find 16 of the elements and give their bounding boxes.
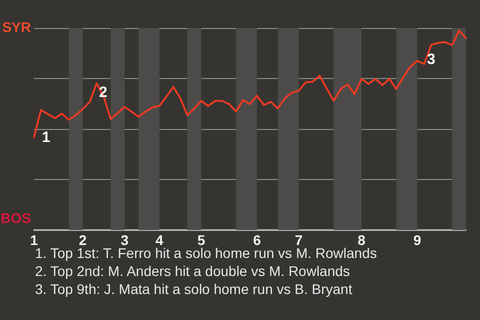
x-tick-label: 2 — [78, 232, 87, 248]
x-tick-label: 4 — [156, 232, 164, 248]
text: BOS — [0, 210, 32, 226]
text: 2. Top 2nd: M. Anders hit a double vs M. Rowlands — [35, 263, 350, 279]
x-tick-label: 3 — [120, 232, 129, 248]
text: 1. Top 1st: T. Ferro hit a solo home run vs M. Rowlands — [35, 245, 377, 261]
x-tick-label: 9 — [413, 232, 422, 248]
annotation: 1 — [42, 128, 50, 146]
annotation: 3 — [427, 51, 436, 68]
text: SYR — [2, 19, 32, 35]
x-tick-label: 1 — [30, 232, 38, 248]
text: 3. Top 9th: J. Mata hit a solo home run vs B. Bryant — [35, 281, 352, 297]
x-tick-label: 6 — [253, 232, 262, 248]
x-tick-label: 5 — [197, 232, 206, 248]
x-tick-label: 7 — [294, 232, 303, 248]
x-tick-label: 8 — [358, 232, 366, 248]
